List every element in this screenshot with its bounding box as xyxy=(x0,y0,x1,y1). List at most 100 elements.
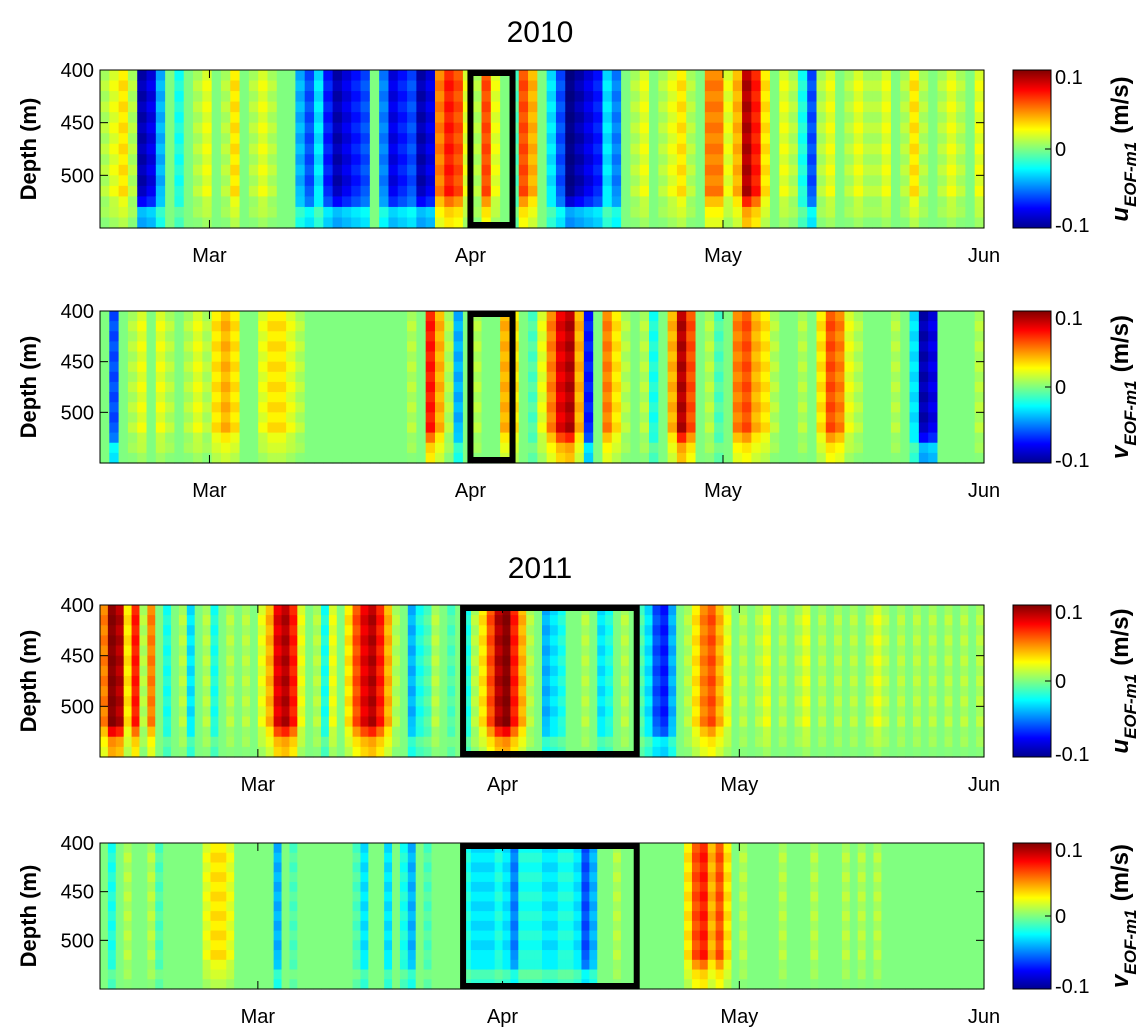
heatmap-cell xyxy=(760,381,771,393)
heatmap-cell xyxy=(788,422,799,434)
heatmap-cell xyxy=(423,726,433,738)
x-tick-label: May xyxy=(704,245,742,267)
heatmap-cell xyxy=(178,920,188,932)
heatmap-cell xyxy=(344,635,354,647)
heatmap-cell xyxy=(732,432,743,444)
heatmap-cell xyxy=(107,950,117,961)
heatmap-cell xyxy=(704,185,715,197)
heatmap-cell xyxy=(658,133,669,145)
heatmap-cell xyxy=(909,351,920,363)
heatmap-cell xyxy=(565,311,576,322)
heatmap-cell xyxy=(897,605,906,616)
heatmap-cell xyxy=(323,101,334,113)
heatmap-cell xyxy=(249,950,259,961)
heatmap-cell xyxy=(273,686,283,697)
heatmap-cell xyxy=(118,112,129,124)
heatmap-cell xyxy=(226,746,235,758)
heatmap-cell xyxy=(115,872,125,883)
heatmap-cell xyxy=(593,154,604,166)
heatmap-cell xyxy=(444,402,455,413)
heatmap-cell xyxy=(630,206,641,219)
heatmap-cell xyxy=(155,645,164,657)
heatmap-cell xyxy=(123,911,133,922)
heatmap-cell xyxy=(297,675,306,687)
heatmap-cell xyxy=(186,726,196,738)
heatmap-cell xyxy=(593,91,604,103)
heatmap-cell xyxy=(379,133,390,145)
heatmap-cell xyxy=(174,154,185,166)
heatmap-cell xyxy=(447,706,456,718)
heatmap-cell xyxy=(202,901,212,912)
heatmap-cell xyxy=(439,625,448,636)
heatmap-cell xyxy=(518,412,529,424)
heatmap-cell xyxy=(707,665,717,677)
heatmap-cell xyxy=(807,175,818,187)
heatmap-cell xyxy=(723,381,734,393)
heatmap-cell xyxy=(731,686,740,697)
heatmap-cell xyxy=(732,101,743,113)
heatmap-cell xyxy=(549,645,559,657)
heatmap-cell xyxy=(109,101,120,113)
heatmap-cell xyxy=(699,665,709,677)
heatmap-cell xyxy=(100,381,110,393)
heatmap-cell xyxy=(825,321,836,332)
heatmap-cell xyxy=(620,675,630,687)
heatmap-cell xyxy=(425,321,436,332)
heatmap-cell xyxy=(549,696,559,707)
heatmap-cell xyxy=(202,70,213,82)
heatmap-cell xyxy=(163,696,172,707)
heatmap-cell xyxy=(415,615,425,626)
heatmap-cell xyxy=(249,901,259,912)
heatmap-cell xyxy=(593,432,604,444)
heatmap-cell xyxy=(234,686,243,697)
heatmap-cell xyxy=(589,696,598,707)
heatmap-cell xyxy=(416,164,427,176)
heatmap-cell xyxy=(636,655,646,667)
heatmap-cell xyxy=(611,112,622,124)
heatmap-cell xyxy=(974,91,985,103)
heatmap-cell xyxy=(857,625,867,636)
heatmap-cell xyxy=(742,80,752,92)
heatmap-cell xyxy=(763,615,772,626)
heatmap-cell xyxy=(481,80,492,92)
heatmap-cell xyxy=(100,101,110,113)
heatmap-cell xyxy=(944,615,954,626)
heatmap-cell xyxy=(123,716,133,728)
heatmap-cell xyxy=(723,686,733,697)
heatmap-cell xyxy=(273,605,283,616)
heatmap-cell xyxy=(565,70,576,82)
heatmap-cell xyxy=(810,615,819,626)
heatmap-cell xyxy=(853,175,864,187)
heatmap-cell xyxy=(273,881,283,893)
heatmap-cell xyxy=(583,331,594,342)
heatmap-cell xyxy=(352,645,362,657)
heatmap-cell xyxy=(211,321,222,332)
heatmap-cell xyxy=(574,311,585,322)
heatmap-cell xyxy=(825,392,836,403)
heatmap-cell xyxy=(242,843,251,854)
heatmap-cell xyxy=(691,736,701,748)
heatmap-cell xyxy=(407,206,417,219)
heatmap-cell xyxy=(872,112,883,124)
heatmap-cell xyxy=(202,891,212,902)
heatmap-cell xyxy=(965,70,976,82)
heatmap-cell xyxy=(360,91,371,103)
heatmap-cell xyxy=(613,736,622,748)
heatmap-cell xyxy=(490,361,501,373)
heatmap-cell xyxy=(704,101,715,113)
heatmap-cell xyxy=(352,736,362,748)
heatmap-cell xyxy=(704,143,715,155)
heatmap-cell xyxy=(368,706,377,718)
heatmap-cell xyxy=(797,371,808,383)
heatmap-cell xyxy=(388,143,399,155)
heatmap-cell xyxy=(211,361,222,373)
heatmap-cell xyxy=(613,716,622,728)
heatmap-cell xyxy=(478,696,488,707)
heatmap-cell xyxy=(248,361,259,373)
heatmap-cell xyxy=(769,412,780,424)
heatmap-cell xyxy=(841,736,851,748)
heatmap-cell xyxy=(751,185,762,197)
heatmap-cell xyxy=(747,635,756,647)
heatmap-cell xyxy=(273,930,283,941)
heatmap-cell xyxy=(797,217,808,229)
